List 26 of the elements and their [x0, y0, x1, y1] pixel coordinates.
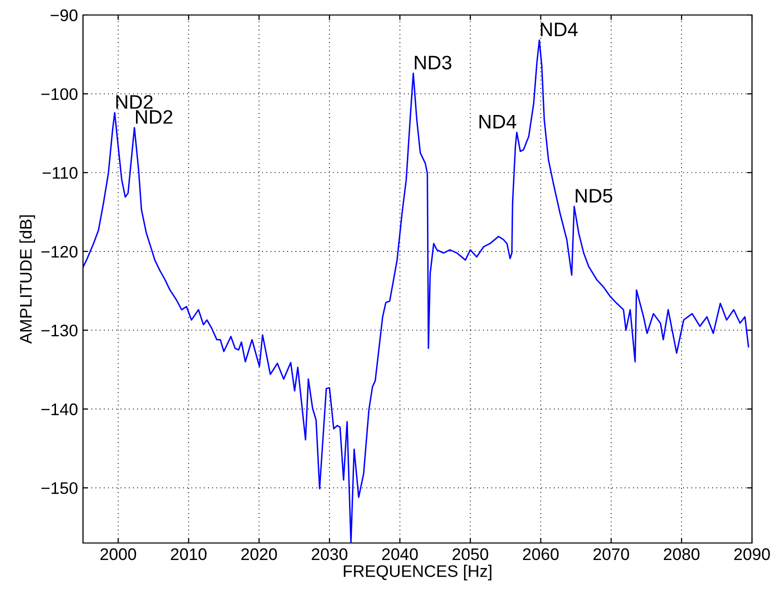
y-tick-label: −140 [41, 403, 78, 416]
annotation: ND4 [540, 22, 578, 36]
x-tick-label: 2080 [664, 548, 700, 560]
x-tick-label: 2030 [312, 548, 348, 560]
annotation: ND5 [576, 189, 612, 203]
y-tick-label: −100 [41, 88, 78, 100]
y-tick-label: −150 [41, 482, 78, 494]
y-tick-label: −130 [41, 324, 78, 336]
y-axis-title: AMPLITUDE [dB] [20, 215, 36, 344]
x-tick-label: 2060 [523, 548, 559, 560]
x-tick-label: 2000 [100, 548, 136, 560]
y-tick-label: −110 [42, 167, 78, 179]
y-tick-label: −120 [41, 246, 78, 258]
x-tick-label: 2050 [452, 548, 488, 560]
x-axis-title: FREQUENCES [Hz] [344, 564, 492, 580]
annotation: ND2 [116, 95, 153, 109]
annotation: ND2 [136, 110, 172, 124]
annotation: ND4 [479, 115, 516, 128]
x-tick-label: 2040 [382, 548, 418, 560]
y-tick-label: −90 [50, 9, 78, 22]
x-tick-label: 2070 [593, 548, 630, 560]
x-tick-label: 2010 [170, 548, 207, 560]
line-series [83, 40, 750, 543]
x-tick-label: 2090 [734, 548, 770, 560]
annotation: ND3 [414, 56, 452, 70]
x-tick-label: 2020 [241, 548, 277, 560]
